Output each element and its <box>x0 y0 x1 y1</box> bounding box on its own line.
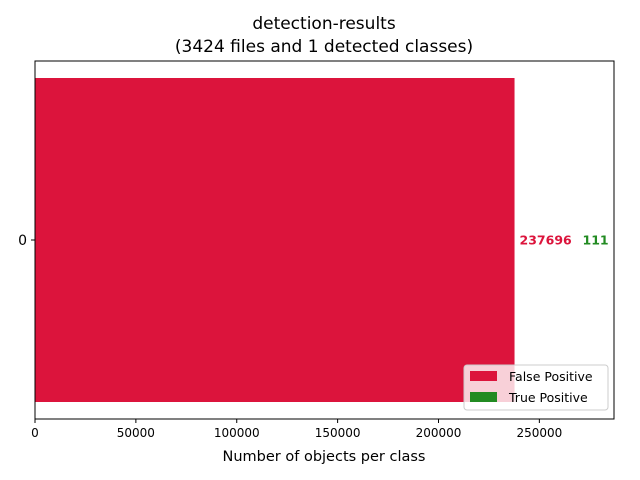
plot-frame <box>34 60 615 420</box>
x-tick-label: 200000 <box>416 426 462 440</box>
x-tick-label: 150000 <box>315 426 361 440</box>
y-tick-label: 0 <box>18 233 27 249</box>
legend-label-true-positive: True Positive <box>508 390 588 405</box>
x-tick-label: 250000 <box>516 426 562 440</box>
plot-area: 237696 111 0 0 50000 100000 150000 200000 250000 <box>18 78 609 440</box>
legend-label-false-positive: False Positive <box>509 369 593 384</box>
bar-false-positive-0 <box>35 78 515 402</box>
value-label-true-positive: 111 <box>583 233 609 248</box>
legend-box <box>463 364 609 411</box>
value-label-false-positive: 237696 <box>520 233 572 248</box>
chart-title-line2: (3424 files and 1 detected classes) <box>175 37 473 57</box>
legend-swatch-false-positive <box>470 371 497 381</box>
chart-title-line1: detection-results <box>252 14 396 34</box>
legend: False Positive True Positive <box>463 364 609 411</box>
x-tick-label: 100000 <box>214 426 260 440</box>
x-axis-label: Number of objects per class <box>223 449 426 465</box>
legend-swatch-true-positive <box>470 392 497 402</box>
x-tick-label: 50000 <box>117 426 155 440</box>
x-tick-label: 0 <box>31 426 39 440</box>
